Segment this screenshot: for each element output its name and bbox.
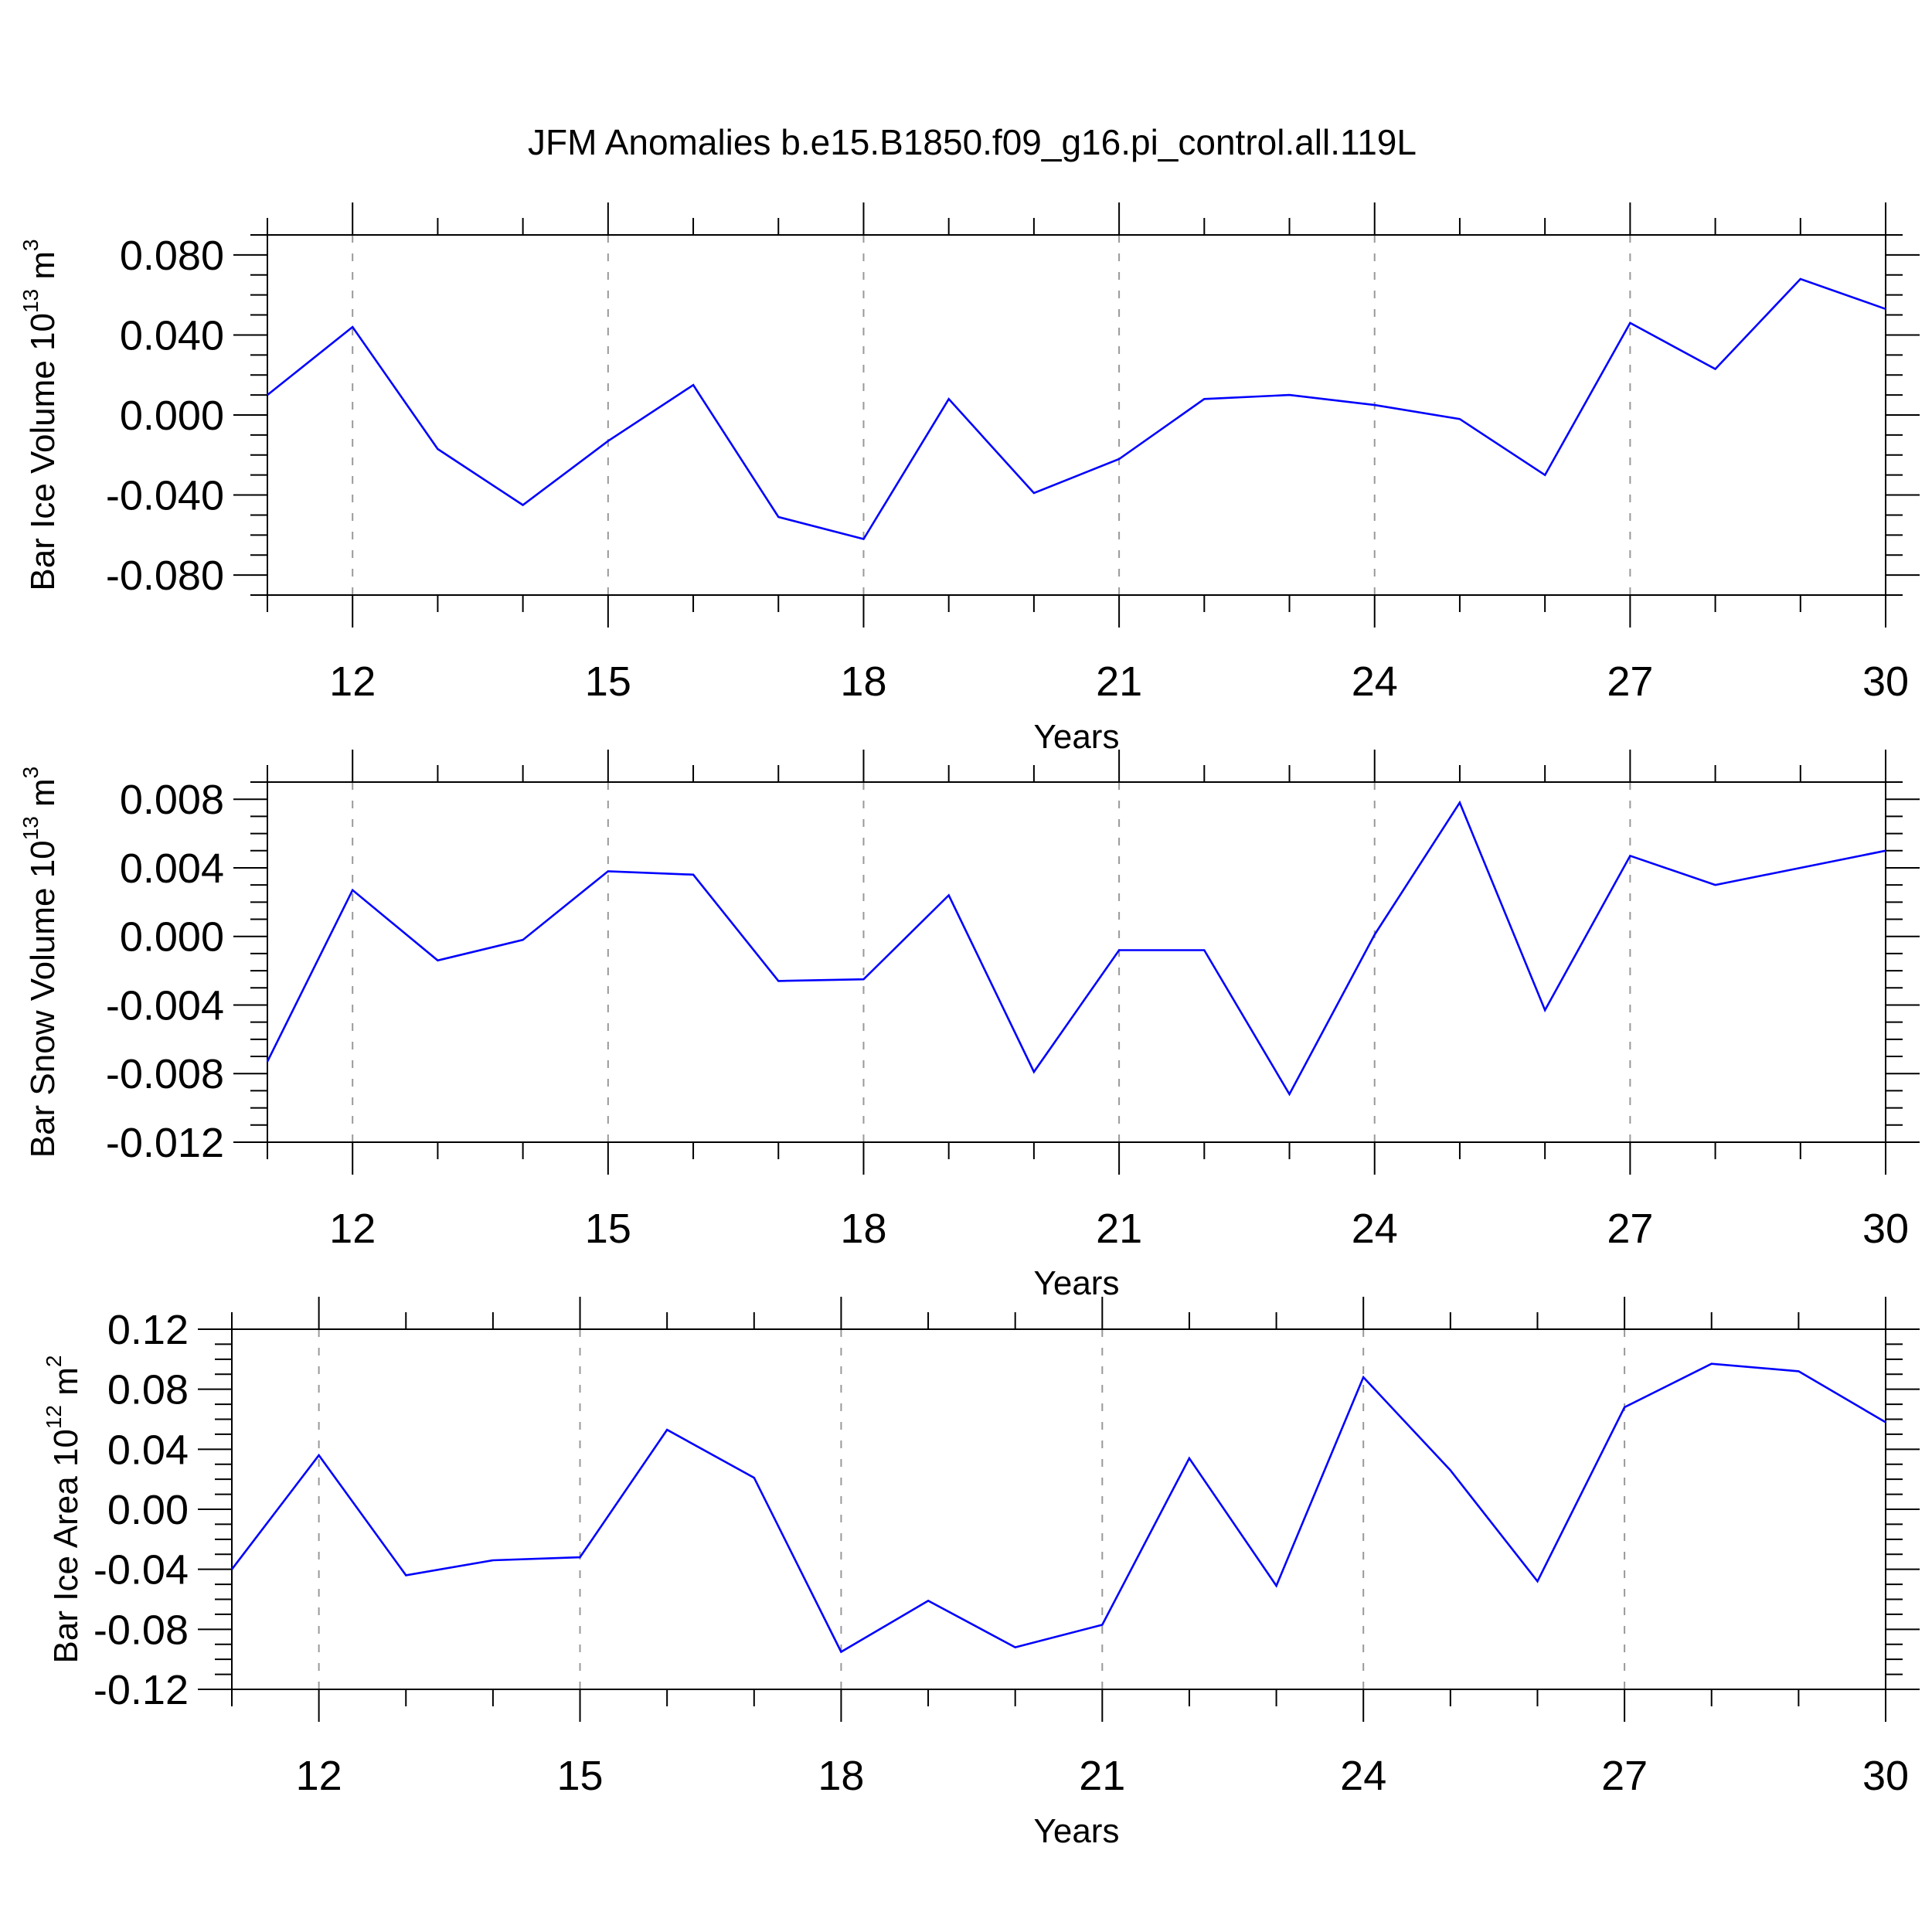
y-tick-label: -0.12 <box>94 1667 189 1713</box>
x-axis-label: Years <box>1034 718 1120 756</box>
y-tick-label: 0.00 <box>107 1487 189 1533</box>
x-tick-label: 15 <box>585 1206 631 1252</box>
y-tick-label: 0.12 <box>107 1307 189 1353</box>
y-tick-label: 0.08 <box>107 1367 189 1413</box>
x-tick-label: 12 <box>296 1753 342 1799</box>
plot-frame <box>267 234 1886 596</box>
y-tick-label: 0.040 <box>120 312 224 359</box>
y-axis-label: Bar Ice Volume 1013 m3 <box>19 239 61 590</box>
x-tick-label: 21 <box>1079 1753 1125 1799</box>
figure-title: JFM Anomalies b.e15.B1850.f09_g16.pi_con… <box>528 122 1417 162</box>
x-tick-label: 12 <box>329 658 376 705</box>
y-tick-label: -0.04 <box>94 1547 189 1594</box>
y-tick-label: 0.008 <box>120 777 224 823</box>
x-tick-label: 21 <box>1096 658 1142 705</box>
x-tick-label: 30 <box>1862 658 1909 705</box>
y-tick-label: -0.004 <box>106 982 224 1029</box>
panel-2: -0.012 -0.008 -0.004 0.000 0.004 0.008 12 15 18 2… <box>19 750 1920 1302</box>
x-tick-label: 24 <box>1340 1753 1386 1799</box>
y-axis-label: Bar Snow Volume 1013 m3 <box>19 767 61 1158</box>
x-tick-label: 27 <box>1607 658 1653 705</box>
y-tick-label: 0.080 <box>120 233 224 279</box>
x-tick-label: 30 <box>1862 1753 1909 1799</box>
x-tick-label: 15 <box>556 1753 603 1799</box>
x-tick-label: 18 <box>840 1206 886 1252</box>
plot-frame <box>267 781 1886 1143</box>
y-tick-label: -0.012 <box>106 1120 224 1166</box>
x-tick-label: 24 <box>1352 658 1398 705</box>
x-tick-label: 30 <box>1862 1206 1909 1252</box>
panels: -0.080 -0.040 0.000 0.040 0.080 12 15 18 21 24 27 3… <box>19 202 1920 1850</box>
y-tick-label: -0.08 <box>94 1607 189 1653</box>
series-line <box>230 1362 1886 1654</box>
plot-frame <box>231 1328 1886 1690</box>
y-tick-label: 0.004 <box>120 845 224 892</box>
y-tick-label: 0.000 <box>120 914 224 961</box>
y-tick-label: -0.080 <box>106 553 224 599</box>
x-tick-label: 27 <box>1607 1206 1653 1252</box>
x-tick-label: 18 <box>840 658 886 705</box>
series-line <box>266 800 1886 1097</box>
y-axis-label: Bar Ice Area 1012 m2 <box>42 1355 84 1664</box>
y-tick-label: -0.040 <box>106 473 224 519</box>
y-tick-label: -0.008 <box>106 1051 224 1097</box>
x-tick-label: 21 <box>1096 1206 1142 1252</box>
x-axis-label: Years <box>1034 1264 1120 1302</box>
y-tick-label: 0.000 <box>120 393 224 439</box>
series-line <box>267 277 1886 541</box>
x-tick-label: 15 <box>585 658 631 705</box>
x-tick-label: 18 <box>818 1753 864 1799</box>
panel-1: -0.080 -0.040 0.000 0.040 0.080 12 15 18 21 24 27 3… <box>19 202 1920 756</box>
x-tick-label: 12 <box>329 1206 376 1252</box>
y-tick-label: 0.04 <box>107 1427 189 1473</box>
x-tick-label: 24 <box>1352 1206 1398 1252</box>
panel-3: -0.12 -0.08 -0.04 0.00 0.04 0.08 0.12 12 15 18 21 2… <box>42 1297 1920 1850</box>
x-axis-label: Years <box>1034 1812 1120 1850</box>
x-tick-label: 27 <box>1601 1753 1648 1799</box>
